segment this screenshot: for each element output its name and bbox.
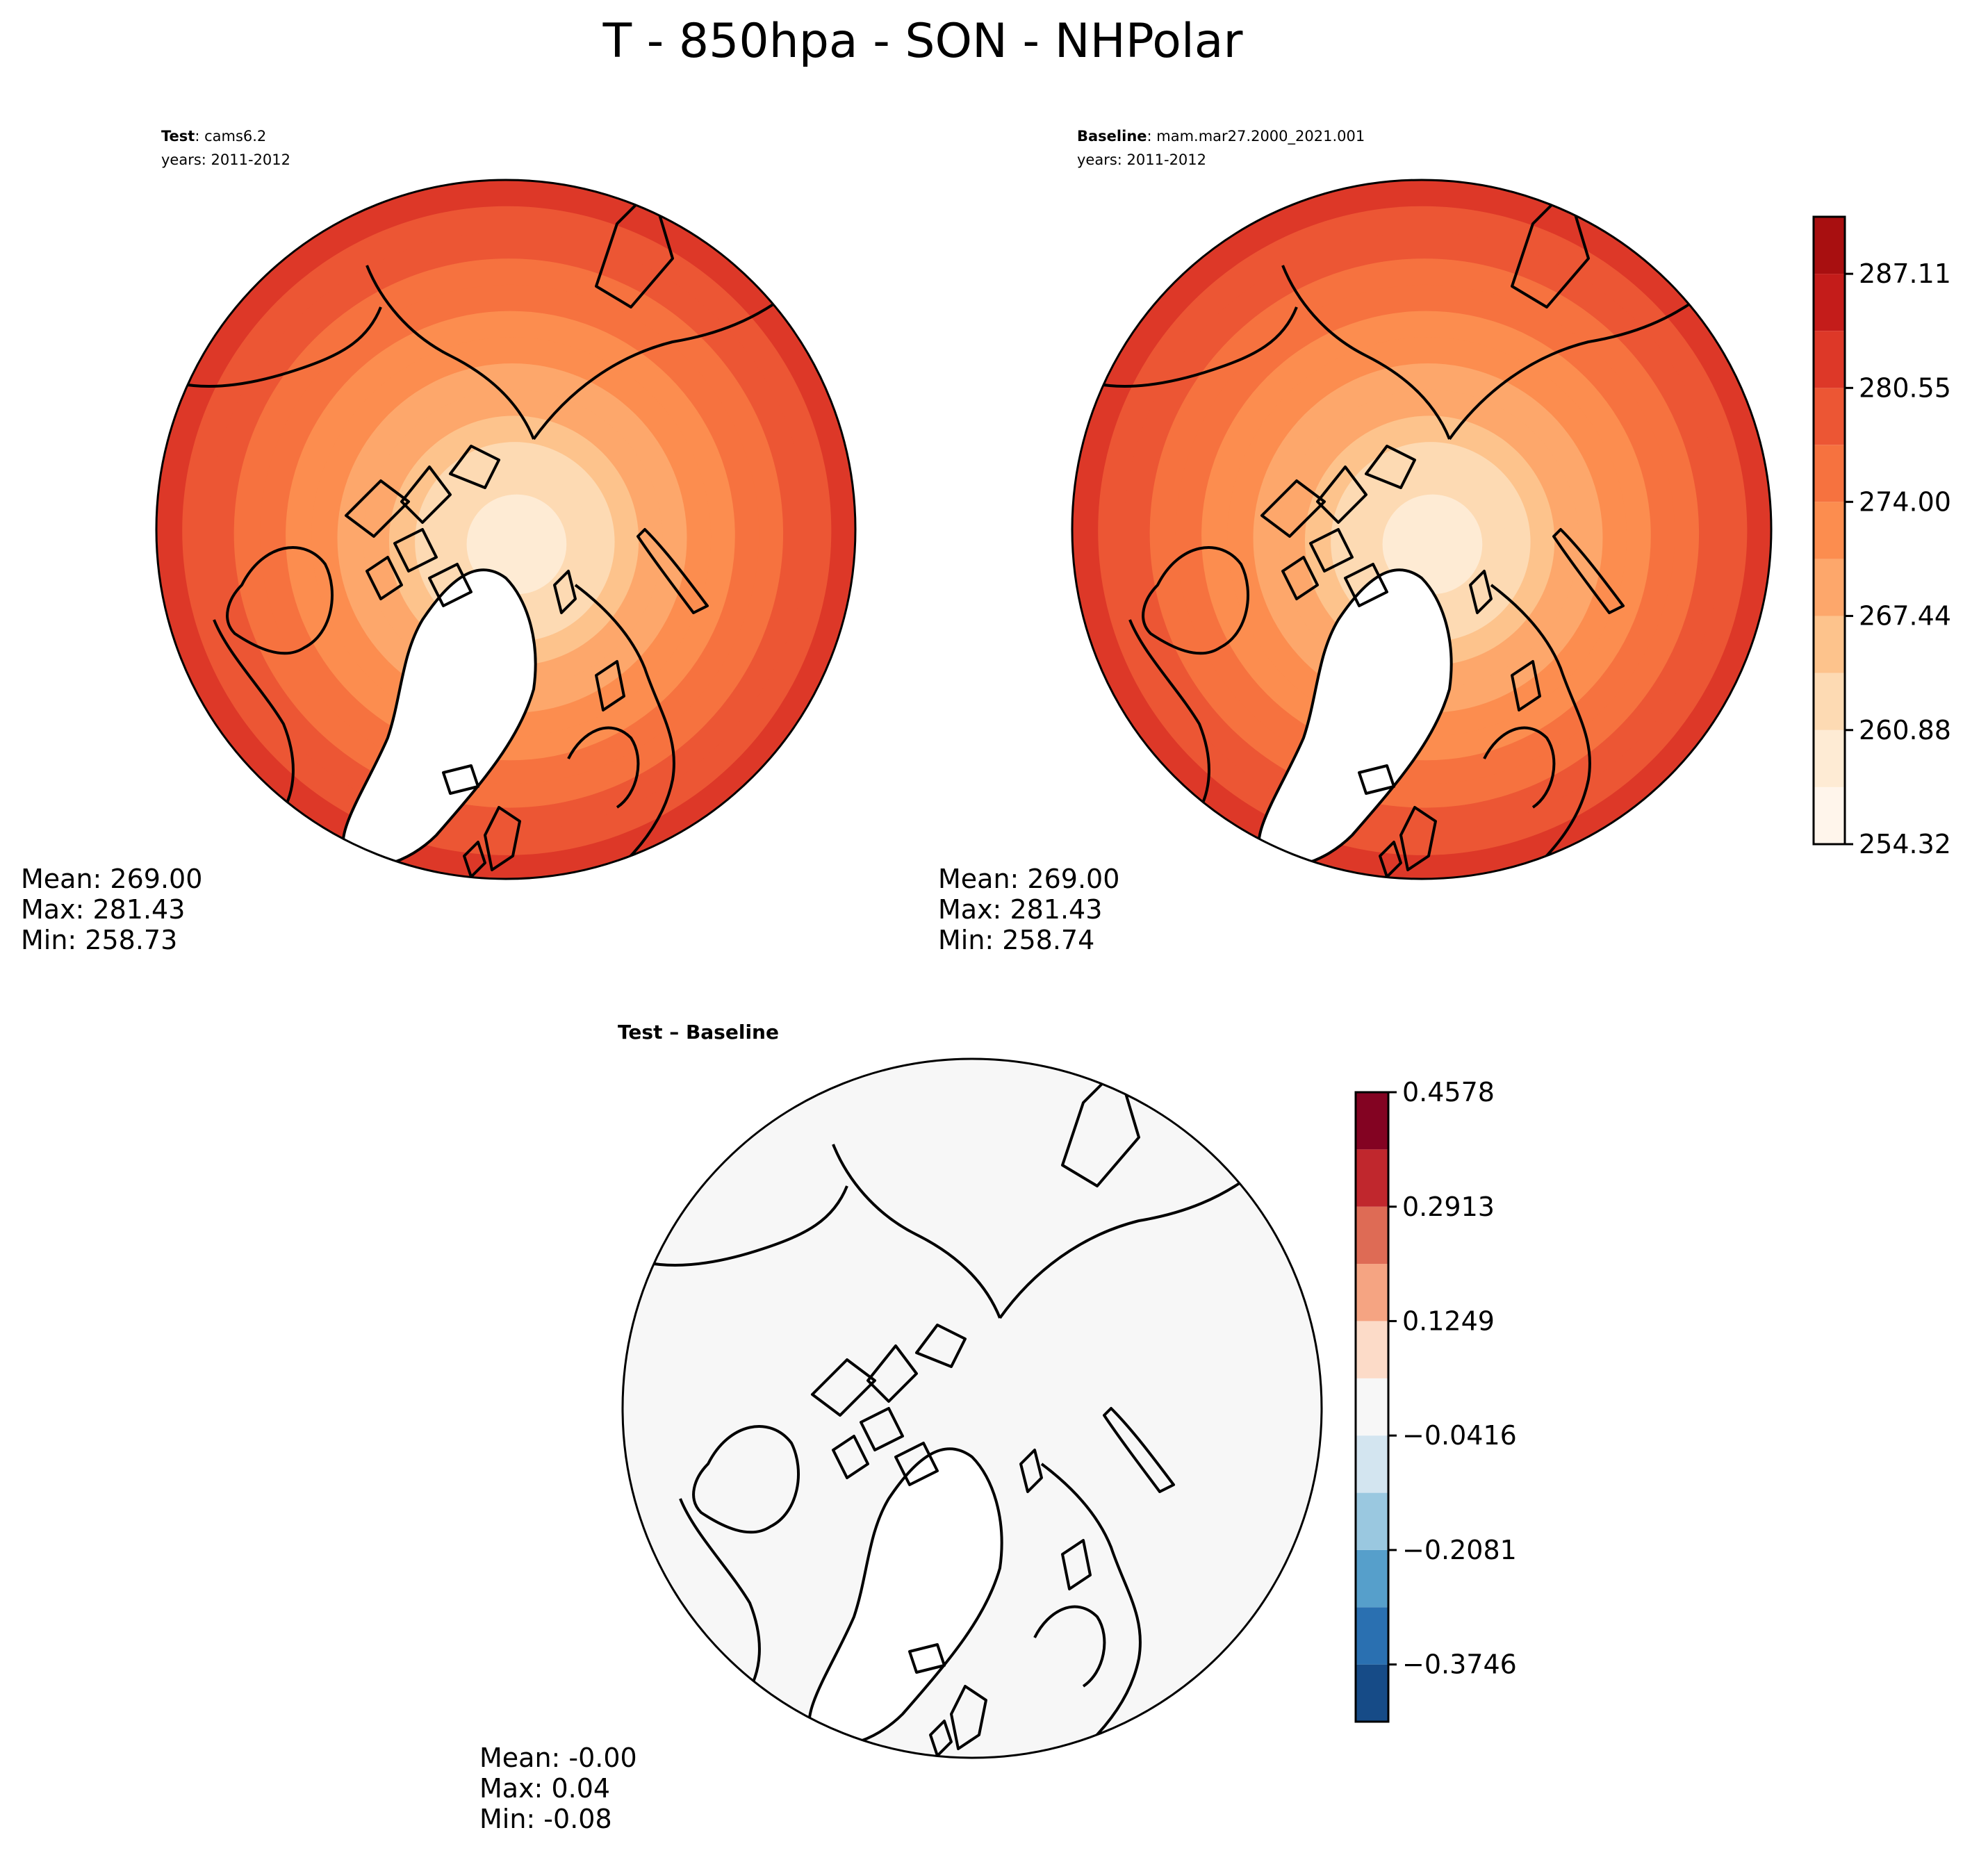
colorbar-segment <box>1814 730 1845 787</box>
test-contour-rings <box>156 180 855 879</box>
difference-label: Test – Baseline <box>618 1021 779 1044</box>
colorbar-segment <box>1814 445 1845 502</box>
colorbar-tick-label: −0.3746 <box>1402 1649 1517 1680</box>
baseline-panel: Baseline: mam.mar27.2000_2021.001 years:… <box>938 128 1951 955</box>
test-panel: Test: cams6.2 years: 2011-2012 Mean: 269… <box>21 128 857 955</box>
test-stat-max: Max: 281.43 <box>21 894 185 925</box>
baseline-stat-min: Min: 258.74 <box>938 925 1094 955</box>
colorbar-segment <box>1356 1092 1388 1150</box>
colorbar-tick-label: −0.2081 <box>1402 1535 1517 1565</box>
baseline-label-bold: Baseline <box>1077 128 1147 145</box>
difference-stat-mean: Mean: -0.00 <box>479 1743 637 1773</box>
colorbar-tick-label: 254.32 <box>1859 829 1951 859</box>
colorbar-segment <box>1814 331 1845 388</box>
colorbar-frame <box>1354 1091 1390 1723</box>
colorbar-segment <box>1814 673 1845 730</box>
test-stat-mean: Mean: 269.00 <box>21 864 202 894</box>
baseline-stat-mean: Mean: 269.00 <box>938 864 1119 894</box>
colorbar-segment <box>1814 274 1845 331</box>
colorbar-segment <box>1814 217 1845 274</box>
contour-ring <box>492 520 543 571</box>
colorbar-tick-label: 287.11 <box>1859 258 1951 289</box>
difference-panel: Test – Baseline Mean: -0.00 Max: 0.04 Mi… <box>479 1021 1517 1834</box>
difference-map-boundary <box>621 1057 1323 1759</box>
difference-field <box>623 1059 1322 1758</box>
baseline-contour-rings <box>1072 180 1771 879</box>
colorbar-tick-label: 280.55 <box>1859 372 1951 403</box>
colorbar-tick-label: 0.1249 <box>1402 1306 1495 1336</box>
difference-map <box>623 1059 1322 1758</box>
colorbar-tick-label: 267.44 <box>1859 601 1951 632</box>
colorbar-segment <box>1814 787 1845 844</box>
colorbar-segment <box>1356 1435 1388 1493</box>
colorbar-segment <box>1814 616 1845 673</box>
test-map <box>156 180 855 879</box>
colorbar-segment <box>1814 559 1845 616</box>
colorbar-segment <box>1356 1607 1388 1665</box>
svg-text:Baseline: mam.mar27.2000_2021.: Baseline: mam.mar27.2000_2021.001 <box>1077 128 1365 145</box>
colorbar-segment <box>1814 388 1845 445</box>
test-label-bold: Test <box>161 128 195 145</box>
figure-title: T - 850hpa - SON - NHPolar <box>602 14 1243 69</box>
baseline-map <box>1072 180 1771 879</box>
test-map-boundary <box>155 179 857 880</box>
colorbar-segment <box>1356 1206 1388 1265</box>
colorbar-segment <box>1356 1321 1388 1378</box>
difference-stat-max: Max: 0.04 <box>479 1773 610 1804</box>
difference-colorbar: −0.3746 −0.2081 −0.0416 0.1249 0.2913 0.4578 <box>1354 1077 1517 1723</box>
temperature-colorbar: 254.32 260.88 267.44 274.00 280.55 287.11 <box>1812 215 1951 859</box>
test-stat-min: Min: 258.73 <box>21 925 177 955</box>
colorbar-segment <box>1356 1549 1388 1608</box>
test-years: years: 2011-2012 <box>161 151 290 168</box>
colorbar-segment <box>1814 502 1845 559</box>
difference-stat-min: Min: -0.08 <box>479 1804 612 1834</box>
colorbar-frame <box>1812 215 1846 846</box>
colorbar-tick-label: 0.2913 <box>1402 1192 1495 1222</box>
svg-text:Test: cams6.2: Test: cams6.2 <box>161 128 266 145</box>
colorbar-tick-label: 260.88 <box>1859 715 1951 746</box>
colorbar-tick-label: 0.4578 <box>1402 1077 1495 1107</box>
test-label-text: : cams6.2 <box>195 128 266 145</box>
colorbar-segment <box>1356 1264 1388 1321</box>
colorbar-segment <box>1356 1492 1388 1550</box>
colorbar-segment <box>1356 1664 1388 1722</box>
baseline-label-text: : mam.mar27.2000_2021.001 <box>1147 128 1365 145</box>
colorbar-tick-label: −0.0416 <box>1402 1420 1517 1451</box>
colorbar-segment <box>1356 1378 1388 1436</box>
baseline-stat-max: Max: 281.43 <box>938 894 1102 925</box>
contour-ring <box>1408 520 1459 571</box>
baseline-years: years: 2011-2012 <box>1077 151 1206 168</box>
baseline-map-boundary <box>1071 179 1773 880</box>
colorbar-tick-label: 274.00 <box>1859 486 1951 517</box>
colorbar-segment <box>1356 1149 1388 1207</box>
